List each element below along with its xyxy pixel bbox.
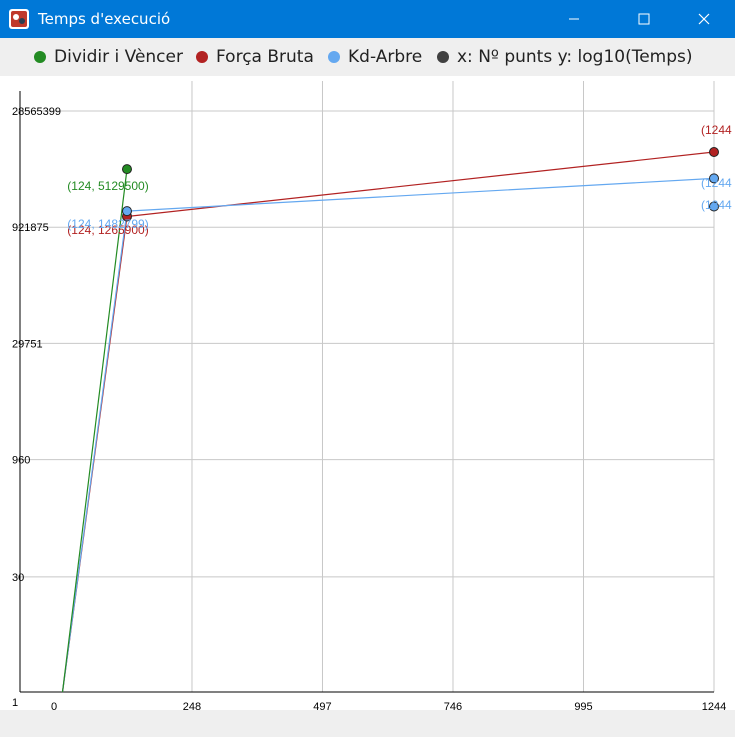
legend-dot <box>196 51 208 63</box>
legend-item-kd: Kd-Arbre <box>328 46 422 68</box>
legend-label: Força Bruta <box>216 47 314 67</box>
data-point <box>709 201 719 212</box>
series-line <box>61 151 715 693</box>
legend-dot <box>328 51 340 63</box>
legend-item-axes: x: Nº punts y: log10(Temps) <box>437 46 693 68</box>
status-bar <box>0 710 735 737</box>
y-tick-label: 1 <box>12 697 18 709</box>
window-title: Temps d'execució <box>38 10 171 28</box>
data-label: (124, 1482799) <box>67 217 148 231</box>
x-tick-label: 746 <box>444 701 462 710</box>
x-tick-label: 248 <box>183 701 201 710</box>
chart-legend: Dividir i Vèncer Força Bruta Kd-Arbre x:… <box>0 38 735 76</box>
legend-label: Kd-Arbre <box>348 47 423 67</box>
minimize-icon <box>569 18 579 20</box>
maximize-icon <box>638 13 650 25</box>
data-point <box>709 147 719 158</box>
legend-item-forca: Força Bruta <box>196 46 314 68</box>
data-label: (1244 <box>701 198 732 212</box>
y-tick-label: 29751 <box>12 338 43 350</box>
legend-label: x: Nº punts y: log10(Temps) <box>457 47 693 67</box>
data-label: (124, 5129500) <box>67 179 148 193</box>
x-tick-label: 497 <box>313 701 331 710</box>
x-tick-label: 1244 <box>702 701 726 710</box>
series-line <box>61 169 128 693</box>
data-point <box>709 173 719 184</box>
x-tick-label: 0 <box>51 701 57 710</box>
app-icon <box>9 9 29 29</box>
y-tick-label: 28565399 <box>12 106 61 118</box>
y-tick-label: 960 <box>12 455 30 467</box>
data-point <box>121 164 132 175</box>
maximize-button[interactable] <box>621 0 667 38</box>
chart-svg: 0 248 497 746 995 1244 1 30 960 29751 921875 285653… <box>12 81 732 713</box>
minimize-button[interactable] <box>551 0 597 38</box>
data-label: (1244 <box>701 176 732 190</box>
legend-label: Dividir i Vèncer <box>54 47 183 67</box>
data-label: (1244 <box>701 123 732 137</box>
data-label: (124, 1265900) <box>67 223 148 237</box>
title-bar: Temps d'execució <box>0 0 735 38</box>
legend-dot <box>34 51 46 63</box>
close-button[interactable] <box>681 0 727 38</box>
plot-area: 0 248 497 746 995 1244 1 30 960 29751 921875 285653… <box>0 76 735 713</box>
legend-item-dividir: Dividir i Vèncer <box>34 46 183 68</box>
close-icon <box>698 13 710 25</box>
y-tick-label: 30 <box>12 572 24 584</box>
series-line <box>61 177 715 693</box>
x-tick-label: 995 <box>574 701 592 710</box>
data-point <box>121 206 132 217</box>
legend-dot <box>437 51 449 63</box>
y-tick-label: 921875 <box>12 222 49 234</box>
